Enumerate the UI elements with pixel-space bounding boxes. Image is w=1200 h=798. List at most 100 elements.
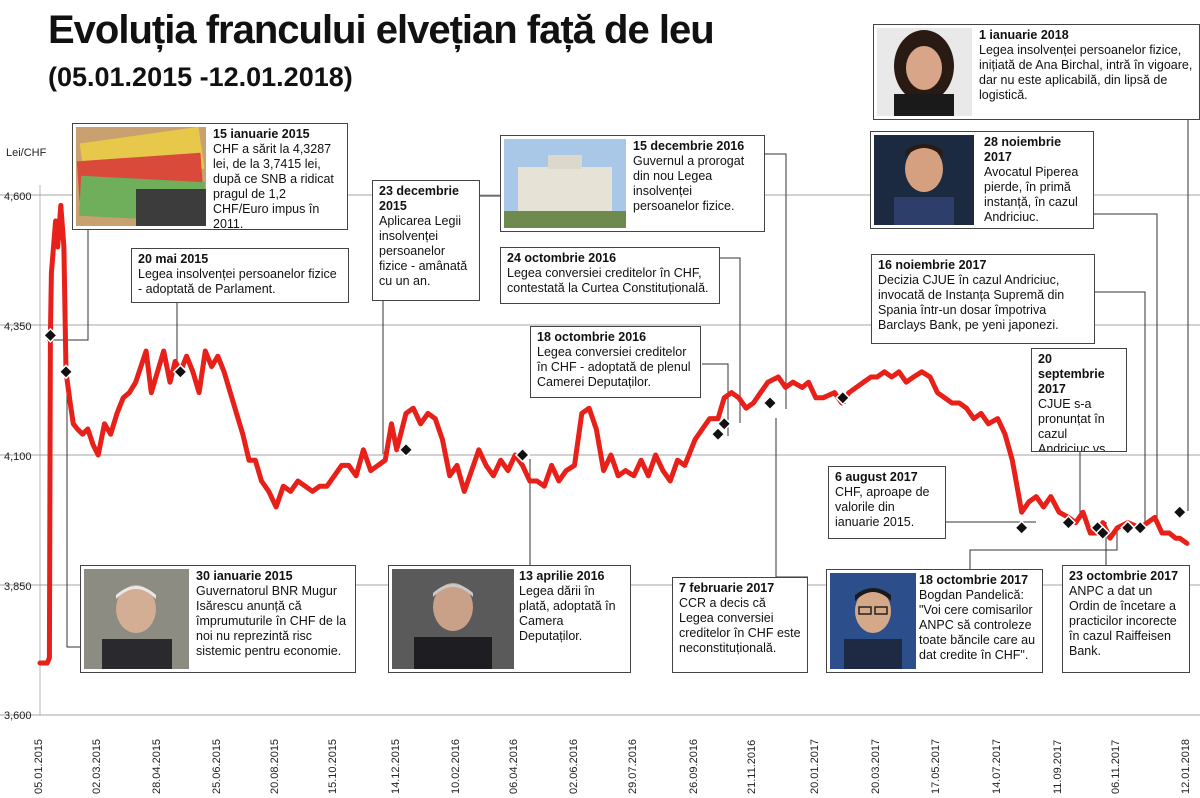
- x-tick-label: 21.11.2016: [746, 739, 759, 794]
- portrait-darii-in-plata: [392, 569, 514, 669]
- leader-line: [1094, 213, 1158, 523]
- y-tick-label: 3,850: [4, 581, 32, 593]
- portrait-grey-man-icon: [392, 569, 514, 669]
- x-tick-label: 20.08.2015: [269, 738, 282, 794]
- y-tick-label: 3,600: [4, 710, 32, 722]
- annotation-text: Guvernatorul BNR Mugur Isărescu anunță c…: [196, 584, 347, 658]
- x-tick-label: 15.10.2015: [327, 738, 340, 794]
- leader-line: [1095, 291, 1146, 523]
- x-tick-label: 14.12.2015: [389, 738, 402, 794]
- leader-line: [1187, 71, 1200, 511]
- portrait-woman-icon: [877, 28, 972, 116]
- event-marker: [58, 364, 74, 380]
- markers-group: [42, 327, 1188, 541]
- annotation-date: 16 noiembrie 2017: [878, 258, 987, 272]
- x-tick-label: 26.09.2016: [688, 738, 701, 794]
- portrait-elder-man-icon: [84, 569, 189, 669]
- x-tick-label: 11.09.2017: [1052, 739, 1065, 794]
- event-marker: [1172, 504, 1188, 520]
- event-marker: [1132, 520, 1148, 536]
- annotation-box: 7 februarie 2017 CCR a decis că Legea co…: [672, 577, 808, 673]
- event-marker: [1095, 525, 1111, 541]
- event-marker: [1120, 520, 1136, 536]
- x-tick-label: 02.06.2016: [567, 738, 580, 794]
- event-marker: [710, 426, 726, 442]
- y-tick-label: 4,350: [4, 321, 32, 333]
- annotation-date: 15 ianuarie 2015: [213, 127, 310, 141]
- portrait-man-icon: [874, 135, 974, 225]
- annotation-text: Bogdan Pandelică: "Voi cere comisarilor …: [919, 588, 1036, 662]
- annotation-date: 13 aprilie 2016: [519, 569, 605, 583]
- event-marker: [42, 327, 58, 343]
- annotation-date: 24 octombrie 2016: [507, 251, 617, 265]
- annotation-text: Legea conversiei creditelor în CHF - ado…: [537, 345, 691, 389]
- annotation-text: Legea insolvenței persoanelor fizice - a…: [138, 267, 337, 296]
- leader-line: [969, 528, 1118, 569]
- x-tick-label: 06.11.2017: [1110, 739, 1123, 794]
- annotation-box: 23 octombrie 2017 ANPC a dat un Ordin de…: [1062, 565, 1190, 673]
- annotation-date: 7 februarie 2017: [679, 581, 775, 595]
- event-marker: [1060, 515, 1077, 531]
- leader-line: [47, 230, 89, 341]
- y-tick-label: 4,100: [4, 451, 32, 463]
- annotation-box: 23 decembrie 2015 Aplicarea Legii insolv…: [372, 180, 480, 301]
- annotation-text: CHF a sărit la 4,3287 lei, de la 3,7415 …: [213, 142, 334, 230]
- annotation-text: Decizia CJUE în cazul Andriciuc, invocat…: [878, 273, 1065, 332]
- annotation-date: 20 mai 2015: [138, 252, 209, 266]
- government-building-photo: [504, 139, 626, 228]
- portrait-mugur-isarescu: [84, 569, 189, 669]
- x-tick-label: 05.01.2015: [33, 738, 45, 794]
- portrait-glasses-man-icon: [830, 573, 916, 669]
- x-tick-label: 25.06.2015: [210, 738, 223, 794]
- annotation-box: 16 noiembrie 2017 Decizia CJUE în cazul …: [871, 254, 1095, 344]
- annotation-box: 24 octombrie 2016 Legea conversiei credi…: [500, 247, 720, 304]
- event-marker: [762, 395, 778, 411]
- series-line: [37, 202, 1190, 666]
- chart-title: Evoluția francului elvețian față de leu: [48, 8, 715, 52]
- x-tick-label: 20.01.2017: [808, 738, 821, 794]
- annotation-text: CCR a decis că Legea conversiei creditel…: [679, 596, 801, 655]
- annotation-date: 28 noiembrie 2017: [984, 135, 1062, 164]
- x-tick-label: 29.07.2016: [626, 738, 639, 794]
- annotation-text: Legea insolvenței persoanelor fizice, in…: [979, 43, 1193, 102]
- leader-line: [702, 363, 729, 436]
- x-tick-label: 10.02.2016: [449, 738, 462, 794]
- banknotes-photo: [76, 127, 206, 226]
- annotation-text: Legea dării în plată, adoptată în Camera…: [519, 584, 616, 643]
- leader-line: [720, 257, 741, 423]
- x-tick-label: 02.03.2015: [91, 738, 104, 794]
- annotation-date: 20 septembrie 2017: [1038, 352, 1105, 396]
- annotation-date: 6 august 2017: [835, 470, 918, 484]
- x-tick-label: 12.01.2018: [1180, 738, 1192, 794]
- x-tick-label: 28.04.2015: [150, 738, 163, 794]
- leader-line: [775, 418, 808, 578]
- annotation-date: 23 octombrie 2017: [1069, 569, 1179, 583]
- x-tick-label: 14.07.2017: [990, 738, 1003, 794]
- annotation-box: 18 octombrie 2016 Legea conversiei credi…: [530, 326, 701, 398]
- event-marker: [172, 364, 188, 380]
- y-axis-unit: Lei/CHF: [6, 147, 47, 159]
- annotation-date: 23 decembrie 2015: [379, 184, 459, 213]
- annotation-date: 1 ianuarie 2018: [979, 28, 1069, 42]
- series-group: [37, 202, 1190, 666]
- annotation-date: 15 decembrie 2016: [633, 139, 745, 153]
- leader-line: [66, 383, 80, 648]
- annotation-text: Guvernul a prorogat din nou Legea insolv…: [633, 154, 745, 213]
- banknotes-photo-icon: [76, 127, 206, 226]
- annotation-text: Avocatul Piperea pierde, în primă instan…: [984, 165, 1079, 224]
- annotation-date: 18 octombrie 2016: [537, 330, 647, 344]
- annotation-text: Aplicarea Legii insolvenței persoanelor …: [379, 214, 468, 288]
- x-tick-label: 06.04.2016: [508, 738, 521, 794]
- event-marker: [716, 416, 732, 432]
- portrait-ana-birchal: [877, 28, 972, 116]
- annotation-box: 20 mai 2015 Legea insolvenței persoanelo…: [131, 248, 349, 303]
- x-tick-label: 20.03.2017: [870, 738, 883, 794]
- annotation-box: 20 septembrie 2017 CJUE s-a pronunțat în…: [1031, 348, 1127, 452]
- leader-line: [765, 153, 787, 409]
- annotation-text: CHF, aproape de valorile din ianuarie 20…: [835, 485, 930, 529]
- annotation-box: 6 august 2017 CHF, aproape de valorile d…: [828, 466, 946, 539]
- y-tick-label: 4,600: [4, 191, 32, 203]
- x-tick-label: 17.05.2017: [930, 738, 943, 794]
- event-marker: [835, 390, 851, 406]
